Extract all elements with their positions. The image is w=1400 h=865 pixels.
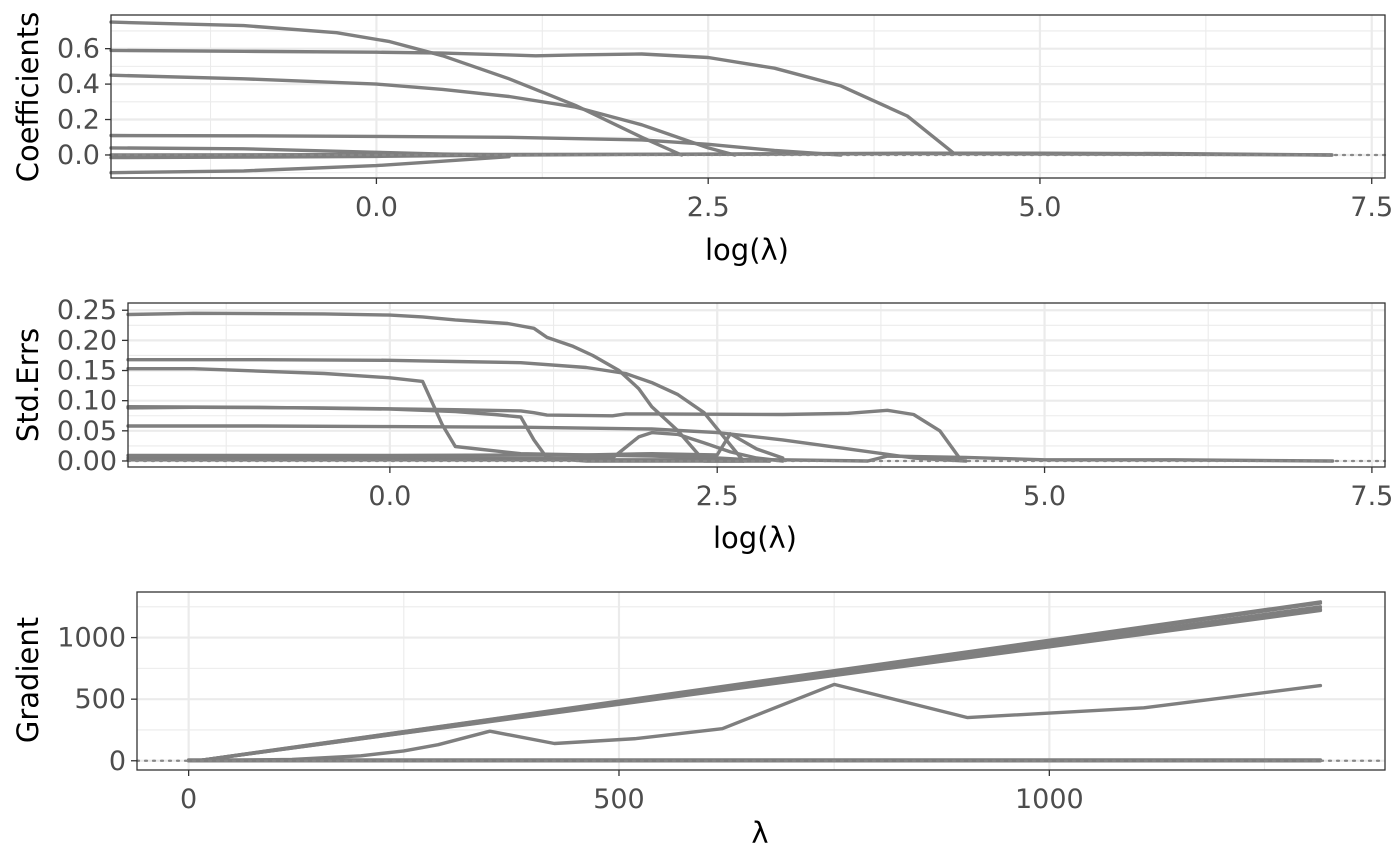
coefficients-panel-border	[110, 14, 1386, 179]
coefficients-y-tick-label: 0.0	[57, 140, 100, 171]
gradient-y-tick-label: 0	[109, 746, 126, 777]
std-errs-panel: 0.0 2.5 5.0 7.5 0.000.050.100.150.200.25 log…	[11, 295, 1393, 555]
gradient-y-tick-label: 1000	[57, 623, 126, 654]
coefficients-y-tick-label: 0.2	[57, 105, 100, 136]
coefficients-y-axis-title: Coefficients	[11, 12, 45, 183]
gradient-x-tick-label: 500	[593, 784, 645, 815]
coefficients-panel: 0.0 2.5 5.0 7.5 0.0 0.2 0.4 0.6 log(λ) Coeffici…	[11, 12, 1393, 267]
std-errs-y-tick-label: 0.25	[57, 295, 117, 326]
std-errs-y-tick-label: 0.05	[57, 416, 117, 447]
coefficients-series-line-4	[109, 133, 843, 157]
gradient-series-line-5	[195, 608, 1323, 763]
gradient-x-tick-label: 1000	[1015, 784, 1084, 815]
std-errs-series-line-3	[126, 367, 772, 463]
gradient-x-axis-title: λ	[751, 816, 768, 850]
coefficients-x-tick-label: 7.5	[1350, 192, 1393, 223]
std-errs-x-tick-label: 2.5	[696, 481, 739, 512]
gradient-series-line-6	[186, 682, 1323, 763]
coefficients-series-line-1	[109, 20, 684, 157]
coefficients-series-line-2	[109, 48, 956, 155]
std-errs-plot-area: 0.0 2.5 5.0 7.5 0.000.050.100.150.200.25	[57, 295, 1394, 512]
gradient-panel-border	[136, 591, 1386, 771]
gradient-y-tick-label: 500	[74, 684, 126, 715]
std-errs-series-line-8	[126, 432, 785, 460]
std-errs-y-tick-label: 0.00	[57, 446, 117, 477]
std-errs-x-tick-label: 7.5	[1350, 481, 1393, 512]
std-errs-y-tick-label: 0.20	[57, 325, 117, 356]
coefficients-series-line-7	[109, 154, 511, 175]
gradient-plot-area: 0 500 1000 0 500 1000	[57, 591, 1387, 815]
coefficients-x-tick-label: 0.0	[355, 192, 398, 223]
gradient-x-tick-label: 0	[180, 784, 197, 815]
coefficients-x-tick-label: 2.5	[687, 192, 730, 223]
std-errs-x-tick-label: 0.0	[368, 481, 411, 512]
std-errs-series-line-2	[126, 358, 746, 463]
coefficients-series-line-3	[109, 73, 737, 157]
std-errs-x-tick-label: 5.0	[1023, 481, 1066, 512]
coefficients-x-tick-label: 5.0	[1018, 192, 1061, 223]
std-errs-series-line-9	[126, 454, 1335, 463]
std-errs-series-line-6	[126, 424, 968, 463]
gradient-panel: 0 500 1000 0 500 1000 λ Gradient	[11, 591, 1387, 850]
std-errs-x-axis-title: log(λ)	[713, 521, 797, 555]
std-errs-y-axis-title: Std.Errs	[11, 328, 45, 442]
gradient-y-axis-title: Gradient	[11, 617, 45, 743]
std-errs-y-tick-label: 0.15	[57, 356, 117, 387]
coefficients-x-axis-title: log(λ)	[705, 233, 789, 267]
std-errs-y-tick-label: 0.10	[57, 386, 117, 417]
coefficients-plot-area: 0.0 2.5 5.0 7.5 0.0 0.2 0.4 0.6	[57, 14, 1393, 223]
std-errs-panel-border	[127, 302, 1386, 468]
coefficients-y-tick-label: 0.6	[57, 34, 100, 65]
std-errs-panel-background	[128, 303, 1385, 467]
coefficients-y-tick-label: 0.4	[57, 69, 100, 100]
